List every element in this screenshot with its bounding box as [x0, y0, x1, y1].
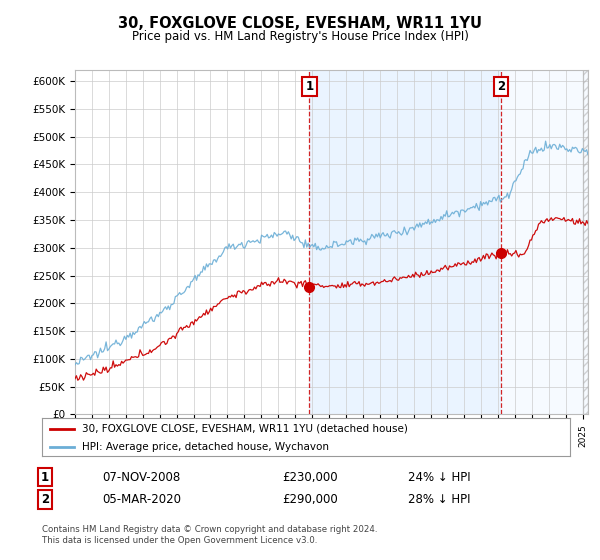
Text: £230,000: £230,000 — [282, 470, 338, 484]
Text: 30, FOXGLOVE CLOSE, EVESHAM, WR11 1YU: 30, FOXGLOVE CLOSE, EVESHAM, WR11 1YU — [118, 16, 482, 31]
Text: 1: 1 — [41, 470, 49, 484]
Text: 2: 2 — [41, 493, 49, 506]
Text: HPI: Average price, detached house, Wychavon: HPI: Average price, detached house, Wych… — [82, 442, 329, 452]
Text: £290,000: £290,000 — [282, 493, 338, 506]
Text: Contains HM Land Registry data © Crown copyright and database right 2024.
This d: Contains HM Land Registry data © Crown c… — [42, 525, 377, 545]
Text: 28% ↓ HPI: 28% ↓ HPI — [408, 493, 470, 506]
Text: 07-NOV-2008: 07-NOV-2008 — [102, 470, 180, 484]
Text: 30, FOXGLOVE CLOSE, EVESHAM, WR11 1YU (detached house): 30, FOXGLOVE CLOSE, EVESHAM, WR11 1YU (d… — [82, 423, 407, 433]
Text: 1: 1 — [305, 80, 314, 93]
Text: 24% ↓ HPI: 24% ↓ HPI — [408, 470, 470, 484]
Bar — [501, 70, 588, 414]
Text: 05-MAR-2020: 05-MAR-2020 — [102, 493, 181, 506]
Bar — [310, 70, 501, 414]
Bar — [583, 70, 588, 414]
Text: Price paid vs. HM Land Registry's House Price Index (HPI): Price paid vs. HM Land Registry's House … — [131, 30, 469, 43]
Text: 2: 2 — [497, 80, 505, 93]
